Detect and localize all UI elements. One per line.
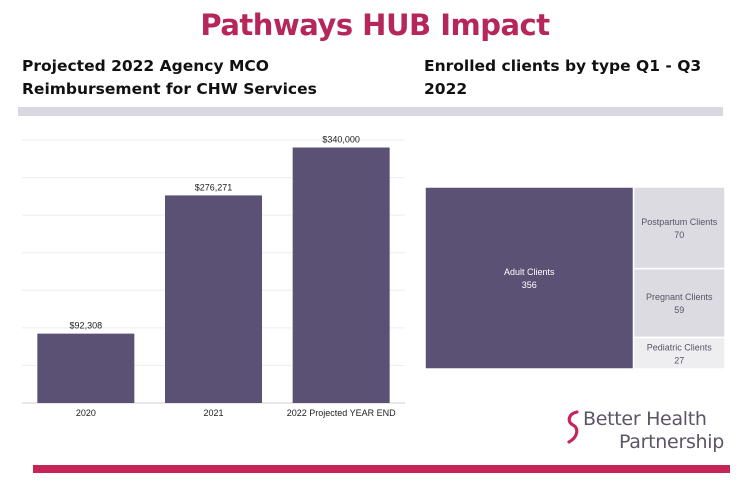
bar-data-label: $340,000 xyxy=(322,135,360,145)
treemap-rect xyxy=(632,336,726,370)
x-tick-label: 2020 xyxy=(76,408,96,418)
bar-chart-x-tick-labels: 2020 2021 2022 Projected YEAR END xyxy=(76,408,396,418)
bar-chart-data-labels: $92,308 $276,271 $340,000 xyxy=(70,135,360,331)
x-tick-label: 2022 Projected YEAR END xyxy=(287,408,396,418)
bar-data-label: $276,271 xyxy=(195,182,233,192)
treemap-cell: Postpartum Clients 70 xyxy=(632,186,726,270)
bar xyxy=(165,195,262,403)
bar-chart-bars xyxy=(37,147,390,403)
treemap-cells: Adult Clients 356 Postpartum Clients 70 Preg… xyxy=(424,186,726,370)
treemap-cell-label: Adult Clients xyxy=(504,267,555,277)
bar-chart-title: Projected 2022 Agency MCO Reimbursement … xyxy=(22,57,317,98)
bar xyxy=(37,333,135,403)
logo-text-line2: Partnership xyxy=(619,431,725,453)
reimbursement-bar-chart: $92,308 $276,271 $340,000 2020 2021 2022 Pro… xyxy=(22,135,405,418)
treemap-cell-label: Pediatric Clients xyxy=(647,342,713,352)
treemap-cell-value: 70 xyxy=(674,230,684,240)
bar xyxy=(292,147,390,403)
header-divider xyxy=(18,107,723,116)
footer-rule xyxy=(33,465,730,473)
treemap-cell-value: 356 xyxy=(522,280,537,290)
page-title: Pathways HUB Impact xyxy=(200,8,550,42)
treemap-rect xyxy=(632,267,726,339)
s-swoosh-logo-icon xyxy=(567,410,579,444)
treemap-cell-value: 59 xyxy=(674,305,684,315)
x-tick-label: 2021 xyxy=(203,408,223,418)
bar-data-label: $92,308 xyxy=(70,321,103,331)
enrolled-clients-treemap: Adult Clients 356 Postpartum Clients 70 Preg… xyxy=(424,186,726,370)
treemap-rect xyxy=(632,186,726,270)
logo-text-line1: Better Health xyxy=(583,408,707,430)
treemap-cell-label: Pregnant Clients xyxy=(646,292,713,302)
better-health-partnership-logo: Better Health Partnership xyxy=(566,408,736,460)
treemap-title: Enrolled clients by type Q1 - Q3 2022 xyxy=(424,57,702,98)
treemap-rect xyxy=(424,186,635,370)
treemap-cell-value: 27 xyxy=(674,355,684,365)
treemap-cell: Adult Clients 356 xyxy=(424,186,635,370)
treemap-cell-label: Postpartum Clients xyxy=(641,217,718,227)
treemap-cell: Pregnant Clients 59 xyxy=(632,267,726,339)
treemap-cell: Pediatric Clients 27 xyxy=(632,336,726,370)
